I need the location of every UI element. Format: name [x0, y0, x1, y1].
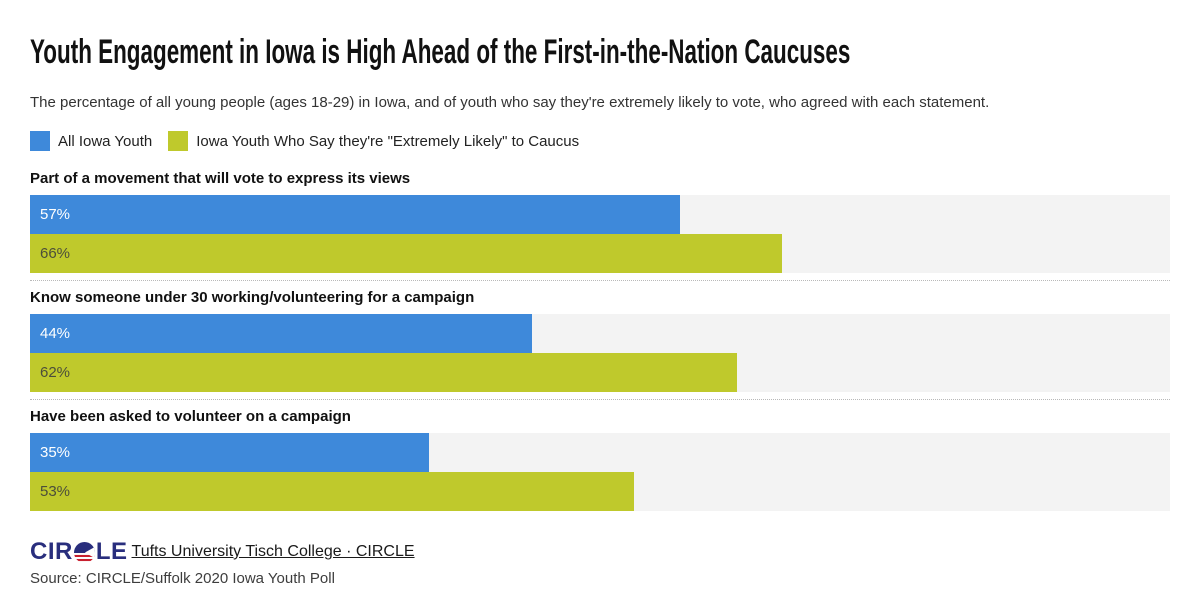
- tisch-college-link[interactable]: Tufts University Tisch College · CIRCLE: [131, 543, 415, 560]
- bar-track: 44%: [30, 314, 1170, 353]
- bar-group: Know someone under 30 working/volunteeri…: [30, 289, 1170, 400]
- bar-groups: Part of a movement that will vote to exp…: [30, 170, 1170, 511]
- legend-item-extremely-likely: Iowa Youth Who Say they're "Extremely Li…: [168, 131, 579, 151]
- footer-logo-row: CIR LE Tufts University Tisch College: [30, 540, 1170, 564]
- group-separator: [30, 280, 1170, 281]
- footer: CIR LE Tufts University Tisch College: [30, 540, 1170, 588]
- circle-logo: CIR LE: [30, 540, 128, 564]
- legend-swatch-blue-icon: [30, 131, 50, 151]
- legend-item-all-iowa-youth: All Iowa Youth: [30, 131, 152, 151]
- bar-group: Part of a movement that will vote to exp…: [30, 170, 1170, 281]
- bar-value-label: 66%: [40, 245, 71, 262]
- circle-flag-icon: [73, 541, 95, 563]
- bar-extremely-likely: 66%: [30, 234, 783, 273]
- chart-card: Youth Engagement in Iowa is High Ahead o…: [30, 33, 1170, 588]
- bar-value-label: 53%: [40, 483, 71, 500]
- bar-value-label: 62%: [40, 364, 71, 381]
- bar-value-label: 44%: [40, 325, 71, 342]
- legend-label: Iowa Youth Who Say they're "Extremely Li…: [196, 132, 580, 150]
- bar-group: Have been asked to volunteer on a campai…: [30, 408, 1170, 511]
- source-note: Source: CIRCLE/Suffolk 2020 Iowa Youth P…: [30, 570, 335, 587]
- bar-track: 66%: [30, 234, 1170, 273]
- logo-text-right: LE: [95, 538, 128, 565]
- category-label: Part of a movement that will vote to exp…: [30, 170, 411, 187]
- legend: All Iowa Youth Iowa Youth Who Say they'r…: [30, 131, 1170, 151]
- bar-extremely-likely: 53%: [30, 472, 635, 511]
- legend-label: All Iowa Youth: [58, 132, 153, 150]
- legend-swatch-green-icon: [168, 131, 189, 151]
- logo-text-left: CIR: [30, 538, 73, 565]
- bar-track: 53%: [30, 472, 1170, 511]
- bar-all-iowa-youth: 44%: [30, 314, 532, 353]
- page-title: Youth Engagement in Iowa is High Ahead o…: [30, 33, 851, 71]
- group-separator: [30, 399, 1170, 400]
- bar-track: 57%: [30, 195, 1170, 234]
- category-label: Know someone under 30 working/volunteeri…: [30, 289, 475, 306]
- bar-track: 35%: [30, 433, 1170, 472]
- bar-extremely-likely: 62%: [30, 353, 737, 392]
- bar-all-iowa-youth: 57%: [30, 195, 680, 234]
- bar-all-iowa-youth: 35%: [30, 433, 429, 472]
- bar-chart: Part of a movement that will vote to exp…: [30, 170, 1170, 511]
- chart-subtitle: The percentage of all young people (ages…: [30, 94, 990, 111]
- bar-value-label: 57%: [40, 206, 71, 223]
- bar-track: 62%: [30, 353, 1170, 392]
- category-label: Have been asked to volunteer on a campai…: [30, 408, 351, 425]
- bar-value-label: 35%: [40, 444, 71, 461]
